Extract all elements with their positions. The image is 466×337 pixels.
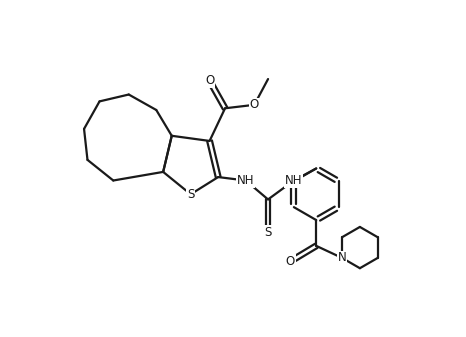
Text: NH: NH [285,174,302,187]
Text: O: O [286,255,295,268]
Text: NH: NH [237,174,254,187]
Text: S: S [264,225,272,239]
Text: O: O [205,74,214,87]
Text: S: S [187,188,194,201]
Text: N: N [338,251,346,265]
Text: O: O [250,98,259,111]
